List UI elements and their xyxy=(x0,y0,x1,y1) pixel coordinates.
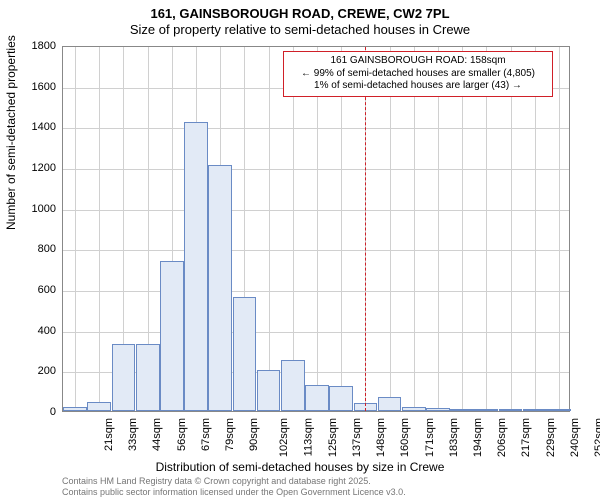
gridline-v xyxy=(75,47,76,411)
x-tick-label: 160sqm xyxy=(400,418,412,457)
gridline-v xyxy=(390,47,391,411)
y-tick-label: 0 xyxy=(16,406,56,418)
x-tick-label: 252sqm xyxy=(593,418,600,457)
chart-title-line2: Size of property relative to semi-detach… xyxy=(0,22,600,38)
histogram-bar xyxy=(450,409,474,411)
histogram-bar xyxy=(257,370,281,411)
x-tick-label: 79sqm xyxy=(224,418,236,451)
histogram-bar xyxy=(523,409,547,411)
y-tick-label: 1600 xyxy=(16,81,56,93)
gridline-v xyxy=(269,47,270,411)
x-tick-label: 44sqm xyxy=(152,418,164,451)
histogram-bar xyxy=(426,408,450,411)
histogram-bar xyxy=(87,402,111,411)
gridline-h xyxy=(63,291,569,292)
gridline-v xyxy=(535,47,536,411)
histogram-bar xyxy=(305,385,329,411)
histogram-bar xyxy=(112,344,136,411)
y-tick-label: 1000 xyxy=(16,203,56,215)
x-tick-label: 206sqm xyxy=(496,418,508,457)
histogram-bar xyxy=(547,409,571,411)
gridline-v xyxy=(559,47,560,411)
annotation-line1: 161 GAINSBOROUGH ROAD: 158sqm xyxy=(289,55,547,68)
x-axis-label: Distribution of semi-detached houses by … xyxy=(0,460,600,474)
histogram-bar xyxy=(208,165,232,411)
x-tick-label: 113sqm xyxy=(302,418,314,456)
gridline-v xyxy=(341,47,342,411)
gridline-h xyxy=(63,210,569,211)
gridline-v xyxy=(414,47,415,411)
x-tick-label: 102sqm xyxy=(279,418,291,457)
y-tick-label: 800 xyxy=(16,243,56,255)
y-tick-label: 600 xyxy=(16,284,56,296)
x-tick-label: 21sqm xyxy=(103,418,115,451)
gridline-v xyxy=(486,47,487,411)
annotation-box: 161 GAINSBOROUGH ROAD: 158sqm← 99% of se… xyxy=(283,51,553,97)
gridline-v xyxy=(99,47,100,411)
reference-marker-line xyxy=(365,47,366,411)
histogram-bar xyxy=(233,297,257,411)
x-tick-label: 67sqm xyxy=(200,418,212,451)
x-tick-label: 33sqm xyxy=(127,418,139,451)
gridline-v xyxy=(462,47,463,411)
histogram-bar xyxy=(378,397,402,411)
chart-title-line1: 161, GAINSBOROUGH ROAD, CREWE, CW2 7PL xyxy=(0,6,600,22)
x-tick-label: 240sqm xyxy=(569,418,581,457)
y-tick-label: 1400 xyxy=(16,121,56,133)
attribution-footer: Contains HM Land Registry data © Crown c… xyxy=(62,476,406,498)
footer-line1: Contains HM Land Registry data © Crown c… xyxy=(62,476,406,487)
histogram-bar xyxy=(329,386,353,411)
gridline-v xyxy=(317,47,318,411)
histogram-bar xyxy=(499,409,523,411)
gridline-v xyxy=(438,47,439,411)
histogram-bar xyxy=(184,122,208,411)
y-tick-label: 1200 xyxy=(16,162,56,174)
gridline-h xyxy=(63,250,569,251)
gridline-h xyxy=(63,169,569,170)
histogram-bar xyxy=(136,344,160,411)
x-tick-label: 56sqm xyxy=(176,418,188,451)
annotation-line2: ← 99% of semi-detached houses are smalle… xyxy=(289,68,547,81)
x-tick-label: 217sqm xyxy=(520,418,532,457)
x-tick-label: 137sqm xyxy=(351,418,363,457)
x-tick-label: 171sqm xyxy=(424,418,436,457)
x-tick-label: 125sqm xyxy=(327,418,339,457)
histogram-plot-area: 161 GAINSBOROUGH ROAD: 158sqm← 99% of se… xyxy=(62,46,570,412)
histogram-bar xyxy=(402,407,426,411)
histogram-bar xyxy=(474,409,498,411)
gridline-h xyxy=(63,332,569,333)
y-tick-label: 200 xyxy=(16,365,56,377)
histogram-bar xyxy=(63,407,87,411)
histogram-bar xyxy=(160,261,184,411)
y-tick-label: 1800 xyxy=(16,40,56,52)
annotation-line3: 1% of semi-detached houses are larger (4… xyxy=(289,80,547,93)
gridline-v xyxy=(293,47,294,411)
x-tick-label: 183sqm xyxy=(448,418,460,457)
gridline-v xyxy=(511,47,512,411)
x-tick-label: 194sqm xyxy=(472,418,484,457)
footer-line2: Contains public sector information licen… xyxy=(62,487,406,498)
x-tick-label: 148sqm xyxy=(375,418,387,457)
gridline-h xyxy=(63,128,569,129)
y-tick-label: 400 xyxy=(16,325,56,337)
x-tick-label: 90sqm xyxy=(248,418,260,451)
x-tick-label: 229sqm xyxy=(545,418,557,457)
histogram-bar xyxy=(281,360,305,411)
